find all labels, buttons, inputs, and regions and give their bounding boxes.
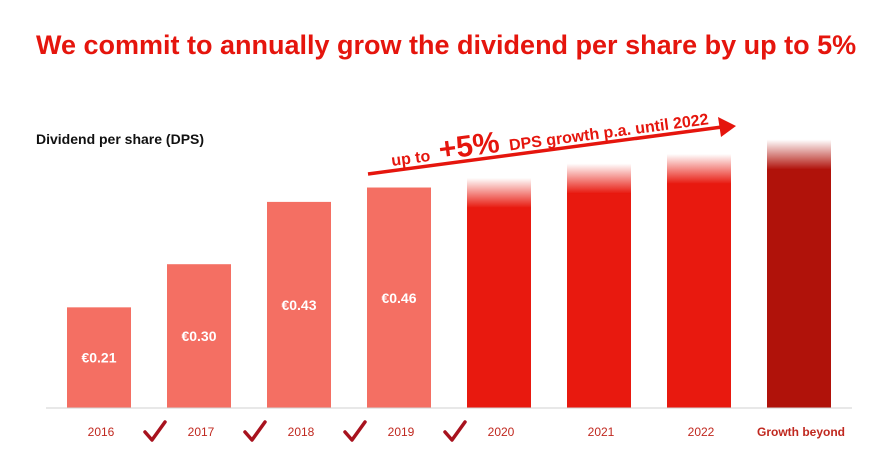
bar-rect: [367, 187, 431, 408]
bar-2021: [567, 163, 631, 408]
data-label-2017: €0.30: [181, 328, 216, 344]
x-tick-label-2022: 2022: [688, 425, 715, 439]
x-tick-label-2021: 2021: [588, 425, 615, 439]
growth-arrow: [367, 125, 723, 176]
x-tick-label-2018: 2018: [288, 425, 315, 439]
data-label-2018: €0.43: [281, 297, 316, 313]
bar-fade: [567, 163, 631, 194]
bar-2018: [267, 201, 331, 408]
bar-rect: [467, 207, 531, 408]
bar-rect: [567, 193, 631, 408]
data-label-2016: €0.21: [81, 350, 116, 366]
x-tick-label-2017: 2017: [188, 425, 215, 439]
checkmark-icon: [443, 420, 467, 442]
bar-rect: [167, 264, 231, 408]
bar-fade: [767, 139, 831, 170]
bar-rect: [267, 201, 331, 408]
bar-growth-beyond: [767, 139, 831, 408]
annotation-prefix: up to: [390, 148, 431, 170]
bar-rect: [767, 169, 831, 408]
bar-2020: [467, 177, 531, 408]
bar-rect: [667, 183, 731, 408]
x-tick-label-2020: 2020: [488, 425, 515, 439]
x-tick-label-2016: 2016: [88, 425, 115, 439]
annotation-highlight: +5%: [437, 126, 502, 167]
arrow-right-icon: [718, 117, 736, 137]
bar-fade: [667, 153, 731, 184]
bar-2019: [367, 187, 431, 408]
data-label-2019: €0.46: [381, 290, 416, 306]
x-tick-label-growth-beyond: Growth beyond: [757, 425, 845, 439]
x-tick-label-2019: 2019: [388, 425, 415, 439]
y-axis-label: Dividend per share (DPS): [36, 131, 205, 147]
checkmark-icon: [143, 420, 167, 442]
bar-2022: [667, 153, 731, 408]
page-title: We commit to annually grow the dividend …: [36, 30, 857, 60]
bar-fade: [467, 177, 531, 208]
checkmark-icon: [343, 420, 367, 442]
bar-rect: [67, 307, 131, 408]
bar-2016: [67, 307, 131, 408]
bar-2017: [167, 264, 231, 408]
checkmark-icon: [243, 420, 267, 442]
